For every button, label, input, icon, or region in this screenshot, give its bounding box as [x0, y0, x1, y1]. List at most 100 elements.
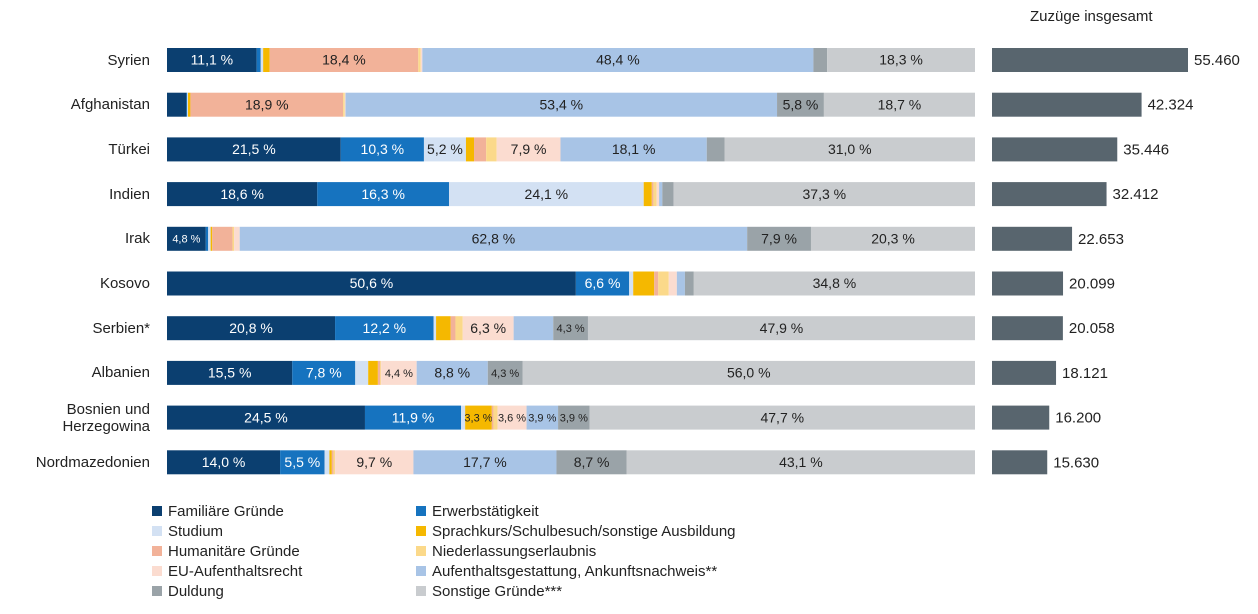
bar-segment	[522, 360, 975, 385]
bar-segment	[208, 226, 211, 251]
category-label: Bosnien und Herzegowina	[62, 400, 150, 435]
bar-segment	[587, 316, 975, 341]
bar-segment	[364, 405, 462, 430]
value-label: 10,3 %	[361, 141, 405, 157]
bar-segment	[474, 137, 487, 162]
legend-swatch	[152, 566, 162, 576]
category-label: Afghanistan	[70, 96, 150, 114]
bar-segment	[269, 48, 419, 72]
bar-segment	[280, 450, 325, 475]
bar-segment	[656, 182, 660, 207]
bar-segment	[560, 137, 707, 162]
total-bar	[992, 405, 1050, 430]
bar-segment	[629, 271, 634, 296]
bar-segment	[263, 48, 270, 72]
bar-segment	[329, 450, 332, 475]
total-bar	[992, 360, 1057, 385]
legend-swatch	[416, 526, 426, 536]
bar-segment	[381, 360, 417, 385]
bar-segment	[340, 137, 424, 162]
legend-swatch	[152, 526, 162, 536]
bar-segment	[684, 271, 694, 296]
legend-label: Familiäre Gründe	[168, 503, 284, 520]
bar-segment	[436, 316, 451, 341]
bar-segment	[210, 226, 213, 251]
value-label: 37,3 %	[803, 186, 847, 202]
value-label: 4,4 %	[385, 368, 413, 380]
bar-segment	[643, 182, 652, 207]
bar-segment	[167, 271, 576, 296]
bar-segment	[433, 316, 437, 341]
value-label: 18,4 %	[322, 52, 366, 68]
value-label: 3,9 %	[560, 413, 588, 425]
value-label: 18,7 %	[878, 96, 922, 112]
bar-segment	[188, 92, 191, 117]
bar-segment	[493, 405, 498, 430]
bar-segment	[558, 405, 590, 430]
total-bar	[992, 182, 1107, 207]
value-label: 21,5 %	[232, 141, 276, 157]
bar-segment	[461, 405, 466, 430]
value-label: 48,4 %	[596, 52, 640, 68]
total-label: 16.200	[1055, 410, 1101, 427]
value-label: 18,3 %	[879, 52, 923, 68]
bar-segment	[496, 137, 561, 162]
bar-segment	[422, 48, 814, 72]
legend-swatch	[152, 546, 162, 556]
total-bar	[992, 316, 1063, 341]
bar-segment	[167, 92, 187, 117]
bar-segment	[526, 405, 559, 430]
bar-segment	[497, 405, 527, 430]
total-label: 15.630	[1053, 454, 1099, 471]
bar-segment	[575, 271, 630, 296]
bar-segment	[777, 92, 824, 117]
bar-segment	[450, 316, 456, 341]
value-label: 50,6 %	[350, 275, 394, 291]
legend-label: Sonstige Gründe***	[432, 583, 562, 600]
bar-segment	[167, 316, 336, 341]
total-bar	[992, 450, 1048, 475]
bar-segment	[331, 450, 334, 475]
bar-segment	[491, 405, 494, 430]
legend-label: Humanitäre Gründe	[168, 543, 300, 560]
legend-label: Duldung	[168, 583, 224, 600]
total-bar	[992, 48, 1188, 72]
value-label: 20,3 %	[871, 231, 915, 247]
bar-segment	[333, 450, 336, 475]
bar-segment	[355, 360, 369, 385]
bar-segment	[651, 182, 654, 207]
bar-segment	[335, 316, 434, 341]
total-label: 32.412	[1113, 186, 1159, 203]
totals-title: Zuzüge insgesamt	[1030, 8, 1153, 25]
legend-label: EU-Aufenthaltsrecht	[168, 563, 303, 580]
value-label: 62,8 %	[472, 231, 516, 247]
bar-segment	[827, 48, 975, 72]
value-label: 11,1 %	[191, 52, 234, 68]
category-label: Kosovo	[99, 275, 150, 292]
value-label: 15,5 %	[208, 365, 252, 381]
value-label: 47,9 %	[760, 320, 804, 336]
bar-segment	[589, 405, 975, 430]
total-bar	[992, 226, 1073, 251]
value-label: 31,0 %	[828, 141, 872, 157]
bar-segment	[377, 360, 381, 385]
bar-segment	[653, 182, 657, 207]
category-label: Türkei	[108, 140, 150, 158]
bar-segment	[256, 48, 261, 72]
bar-segment	[416, 360, 488, 385]
legend-swatch	[152, 586, 162, 596]
bar-segment	[465, 137, 475, 162]
bar-segment	[260, 48, 264, 72]
bar-segment	[553, 316, 588, 341]
total-label: 20.099	[1069, 275, 1115, 292]
value-label: 5,2 %	[427, 141, 463, 157]
total-label: 18.121	[1062, 365, 1108, 382]
bar-segment	[513, 316, 554, 341]
bar-segment	[368, 360, 378, 385]
bar-segment	[212, 226, 233, 251]
value-label: 18,1 %	[612, 141, 656, 157]
bar-segment	[205, 226, 209, 251]
bar-segment	[676, 271, 685, 296]
